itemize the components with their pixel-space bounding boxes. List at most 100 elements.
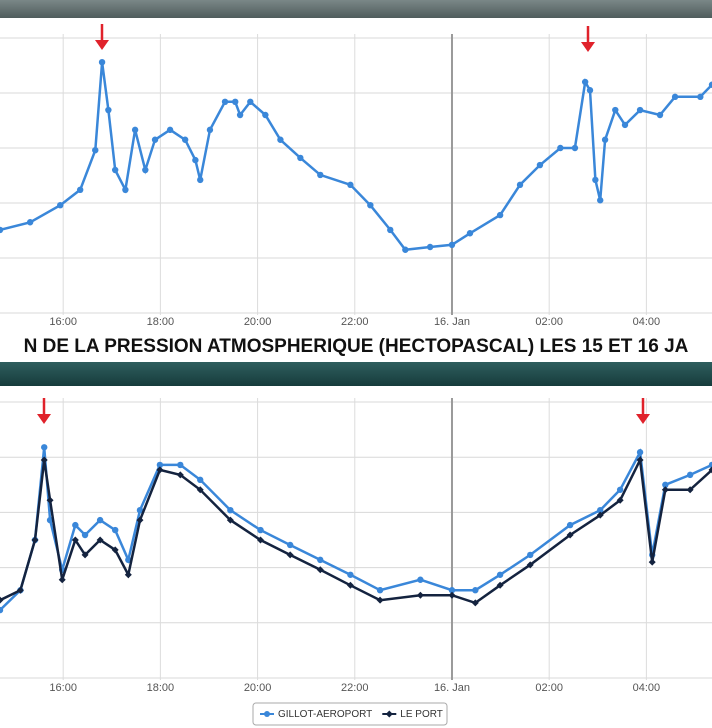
x-tick-label: 04:00	[633, 316, 661, 328]
point	[156, 461, 164, 469]
point	[197, 176, 204, 184]
point	[601, 136, 609, 143]
point	[81, 531, 89, 539]
point	[566, 531, 574, 539]
point	[472, 587, 479, 594]
point	[661, 486, 669, 494]
point	[256, 536, 264, 544]
x-tick-label: 02:00	[535, 316, 563, 328]
point	[58, 576, 66, 584]
point	[247, 98, 254, 106]
point	[586, 87, 594, 94]
point	[367, 202, 374, 209]
point	[592, 176, 599, 184]
chart-bottom: 16:00 18:00 20:00 22:00 16. Jan 02:00 04:00	[0, 398, 712, 694]
point	[387, 226, 394, 234]
point	[636, 106, 644, 114]
point	[402, 246, 409, 253]
legend-marker	[264, 711, 270, 717]
point	[496, 571, 504, 578]
annotation-arrows	[37, 24, 650, 424]
top-bar	[0, 0, 712, 18]
point	[316, 566, 324, 574]
legend-label: LE PORT	[400, 709, 443, 720]
point	[236, 111, 244, 119]
point	[686, 471, 694, 479]
point	[346, 581, 354, 589]
x-tick-label: 18:00	[147, 682, 175, 694]
point	[136, 506, 144, 514]
point	[151, 136, 159, 143]
point	[286, 541, 294, 549]
point	[131, 126, 139, 134]
point	[16, 586, 24, 594]
point	[262, 111, 269, 119]
point	[124, 571, 132, 579]
point	[448, 591, 456, 599]
point	[376, 587, 384, 594]
point	[122, 186, 129, 193]
point	[46, 496, 54, 504]
point	[0, 606, 4, 614]
point	[317, 171, 324, 179]
point	[426, 243, 434, 251]
point	[566, 521, 574, 529]
point	[71, 536, 79, 544]
point	[376, 596, 384, 604]
x-tick-label: 16:00	[49, 316, 77, 328]
point	[347, 181, 354, 189]
point	[516, 181, 524, 189]
point	[496, 211, 504, 219]
point	[0, 226, 4, 234]
point	[656, 111, 664, 119]
x-tick-label: 22:00	[341, 316, 369, 328]
x-tick-label: 18:00	[147, 316, 175, 328]
point	[177, 461, 184, 469]
series-line	[0, 62, 712, 252]
point	[111, 526, 119, 534]
x-tick-label: 20:00	[244, 682, 272, 694]
point	[72, 521, 79, 529]
point	[557, 144, 564, 152]
x-tick-label: 16. Jan	[434, 316, 470, 328]
point	[671, 93, 679, 101]
point	[597, 197, 604, 204]
x-tick-label: 02:00	[535, 682, 563, 694]
point	[57, 202, 64, 209]
point	[697, 93, 704, 101]
point	[226, 516, 234, 524]
point	[286, 551, 294, 559]
point	[526, 561, 534, 569]
chart-title: N DE LA PRESSION ATMOSPHERIQUE (HECTOPAS…	[24, 336, 689, 357]
point	[471, 599, 479, 607]
point	[616, 496, 624, 504]
point	[142, 166, 149, 174]
point	[227, 506, 234, 514]
point	[297, 154, 304, 162]
chart-top: 16:00 18:00 20:00 22:00 16. Jan 02:00 04:00	[0, 34, 712, 328]
point	[636, 449, 644, 456]
point	[571, 144, 579, 152]
point	[662, 481, 669, 488]
point	[196, 486, 204, 494]
point	[31, 536, 39, 544]
point	[192, 156, 199, 164]
point	[621, 121, 629, 129]
x-tick-label: 16:00	[49, 682, 77, 694]
point	[612, 106, 619, 114]
legend-marker	[385, 710, 393, 718]
point	[536, 161, 544, 169]
x-tick-label: 20:00	[244, 316, 272, 328]
point	[206, 126, 214, 134]
series-line	[0, 455, 712, 605]
point	[448, 587, 456, 594]
point	[26, 219, 34, 226]
point	[181, 136, 189, 143]
point	[92, 147, 99, 154]
point	[232, 98, 239, 106]
point	[636, 456, 644, 464]
point	[81, 551, 89, 559]
point	[136, 516, 144, 524]
point	[197, 476, 204, 484]
